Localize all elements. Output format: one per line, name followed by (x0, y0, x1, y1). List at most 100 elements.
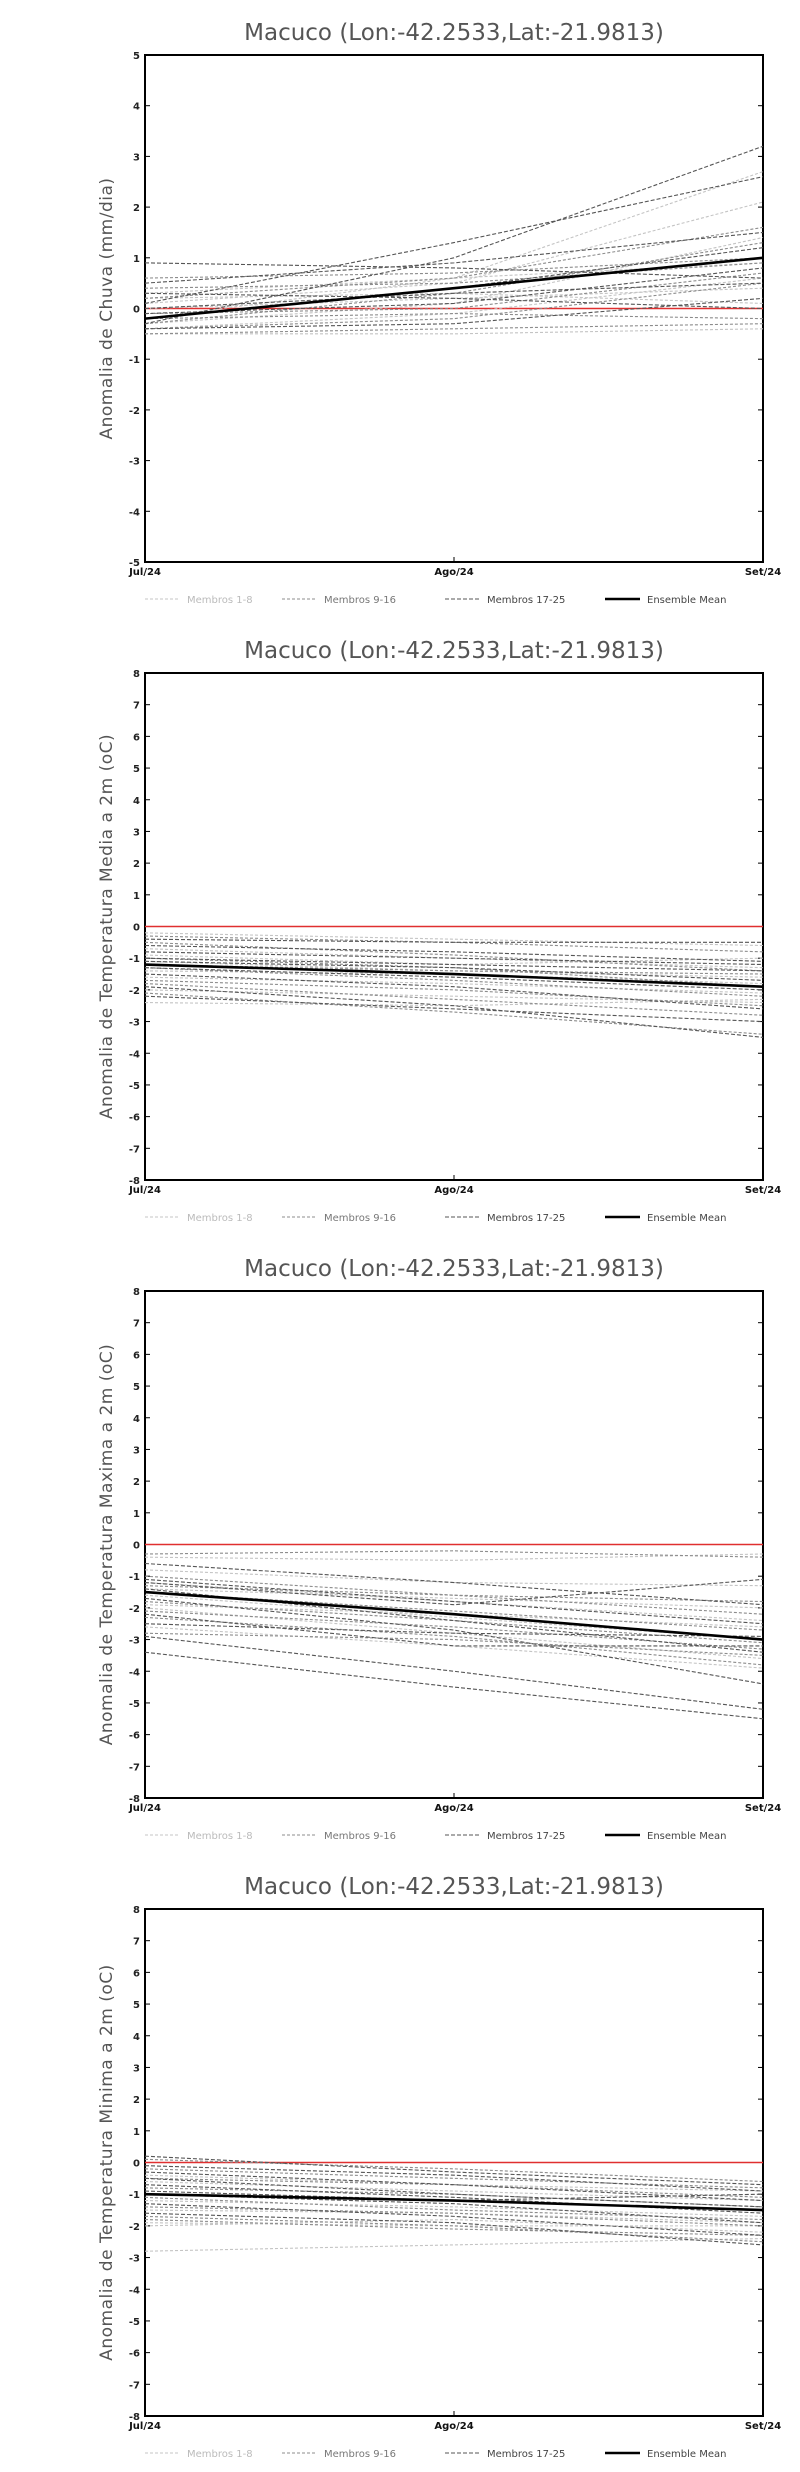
legend-label: Ensemble Mean (647, 595, 726, 606)
y-tick-label: 1 (133, 2127, 140, 2138)
member-series-line (144, 941, 764, 972)
y-tick-label: 2 (133, 203, 140, 214)
member-series-line (144, 2180, 764, 2202)
legend-label: Ensemble Mean (647, 1831, 726, 1842)
member-series-line (144, 313, 764, 320)
x-tick-label: Ago/24 (434, 2421, 473, 2432)
y-tick-label: 4 (133, 796, 140, 807)
member-series-line (144, 2187, 764, 2208)
member-series-line (144, 297, 764, 330)
y-tick-label: -2 (129, 986, 140, 997)
y-tick-label: -6 (129, 1731, 140, 1742)
member-series-line (144, 1591, 764, 1631)
y-tick-label: 3 (133, 2063, 140, 2074)
y-tick-label: -7 (129, 2380, 140, 2391)
member-series-line (144, 201, 764, 304)
x-tick-label: Set/24 (745, 567, 781, 578)
legend-label: Membros 17-25 (487, 2449, 565, 2460)
y-tick-label: -4 (129, 1667, 140, 1678)
member-series-line (144, 236, 764, 325)
member-series-line (144, 1550, 764, 1558)
ensemble-mean-line (144, 2192, 764, 2212)
member-series-line (144, 957, 764, 988)
y-tick-label: 0 (133, 1541, 140, 1552)
member-series-line (144, 979, 764, 1007)
y-axis-label: Anomalia de Temperatura Minima a 2m (oC) (97, 1964, 117, 2361)
y-tick-label: -3 (129, 1018, 140, 1029)
member-series-line (144, 963, 764, 975)
chart-title: Macuco (Lon:-42.2533,Lat:-21.9813) (244, 638, 664, 664)
chart-title: Macuco (Lon:-42.2533,Lat:-21.9813) (244, 20, 664, 46)
y-tick-label: 3 (133, 152, 140, 163)
y-axis-label: Anomalia de Temperatura Maxima a 2m (oC) (97, 1344, 117, 1746)
y-tick-label: -5 (129, 1081, 140, 1092)
member-series-line (144, 1651, 764, 1720)
y-tick-label: 4 (133, 1414, 140, 1425)
y-tick-label: 4 (133, 102, 140, 113)
member-series-line (144, 960, 764, 981)
y-tick-label: -2 (129, 2222, 140, 2233)
member-series-line (144, 1588, 764, 1609)
y-tick-label: -2 (129, 1604, 140, 1615)
chart-panel: Macuco (Lon:-42.2533,Lat:-21.9813) Anomal… (0, 1854, 800, 2472)
y-tick-label: -7 (129, 1762, 140, 1773)
member-series-line (144, 2168, 764, 2189)
chart-panel: Macuco (Lon:-42.2533,Lat:-21.9813) Anomal… (0, 0, 800, 618)
member-series-line (144, 948, 764, 969)
member-series-line (144, 2155, 764, 2186)
y-tick-label: 8 (133, 669, 140, 680)
y-tick-label: 2 (133, 1477, 140, 1488)
member-series-line (144, 957, 764, 972)
y-axis-label: Anomalia de Temperatura Media a 2m (oC) (97, 734, 117, 1119)
y-tick-label: 2 (133, 2095, 140, 2106)
y-tick-label: -8 (129, 1176, 140, 1187)
member-series-line (144, 951, 764, 966)
member-series-line (144, 1635, 764, 1710)
member-series-line (144, 2184, 764, 2214)
legend-label: Membros 1-8 (187, 595, 253, 606)
chart-svg: Macuco (Lon:-42.2533,Lat:-21.9813) Anomal… (97, 638, 781, 1224)
legend-label: Membros 17-25 (487, 1213, 565, 1224)
member-series-line (144, 262, 764, 279)
y-tick-label: 4 (133, 2032, 140, 2043)
y-tick-label: -6 (129, 2349, 140, 2360)
member-series-line (144, 282, 764, 330)
y-tick-label: 5 (133, 764, 140, 775)
y-tick-label: 5 (133, 2000, 140, 2011)
member-series-line (144, 2203, 764, 2236)
ensemble-mean-line (144, 963, 764, 989)
member-series-line (144, 277, 764, 330)
member-series-line (144, 995, 764, 1023)
y-tick-label: 0 (133, 305, 140, 316)
member-series-line (144, 944, 764, 962)
member-series-line (144, 1626, 764, 1669)
member-series-line (144, 2158, 764, 2183)
y-tick-label: 2 (133, 859, 140, 870)
y-tick-label: 7 (133, 1319, 140, 1330)
y-tick-label: -7 (129, 1144, 140, 1155)
member-series-line (144, 2222, 763, 2227)
legend-label: Ensemble Mean (647, 2449, 726, 2460)
x-tick-label: Set/24 (745, 1185, 781, 1196)
member-series-line (144, 1569, 764, 1587)
y-tick-label: -1 (129, 355, 140, 366)
member-series-line (144, 2218, 764, 2236)
member-series-line (144, 262, 764, 289)
member-series-line (144, 1575, 764, 1615)
legend-label: Membros 9-16 (324, 2449, 396, 2460)
x-tick-label: Set/24 (745, 1803, 781, 1814)
member-series-line (144, 1600, 764, 1644)
y-tick-label: 7 (133, 701, 140, 712)
member-series-line (144, 2196, 764, 2221)
x-tick-label: Jul/24 (128, 1185, 161, 1196)
y-tick-label: -1 (129, 1572, 140, 1583)
member-series-line (144, 1613, 763, 1647)
x-tick-label: Jul/24 (128, 2421, 161, 2432)
member-series-line (145, 328, 764, 335)
member-series-line (144, 967, 764, 997)
member-series-line (144, 282, 764, 310)
member-series-line (144, 938, 763, 943)
y-tick-label: -5 (129, 2317, 140, 2328)
member-series-line (144, 1578, 764, 1625)
legend-label: Membros 1-8 (187, 1831, 253, 1842)
